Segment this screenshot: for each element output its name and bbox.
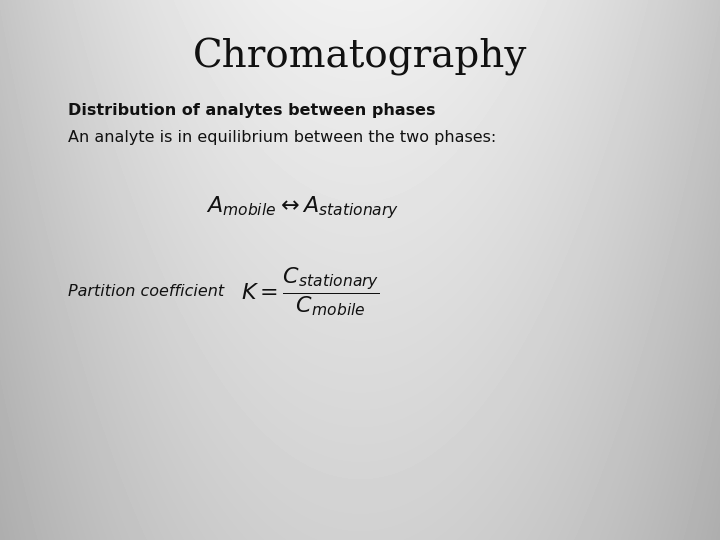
Text: $A_{mobile} \leftrightarrow A_{stationary}$: $A_{mobile} \leftrightarrow A_{stationar… bbox=[206, 194, 399, 221]
Text: An analyte is in equilibrium between the two phases:: An analyte is in equilibrium between the… bbox=[68, 130, 497, 145]
Text: Partition coefficient: Partition coefficient bbox=[68, 284, 225, 299]
Text: Distribution of analytes between phases: Distribution of analytes between phases bbox=[68, 103, 436, 118]
Text: Chromatography: Chromatography bbox=[193, 38, 527, 76]
Text: $K = \dfrac{C_{stationary}}{C_{mobile}}$: $K = \dfrac{C_{stationary}}{C_{mobile}}$ bbox=[241, 265, 380, 318]
